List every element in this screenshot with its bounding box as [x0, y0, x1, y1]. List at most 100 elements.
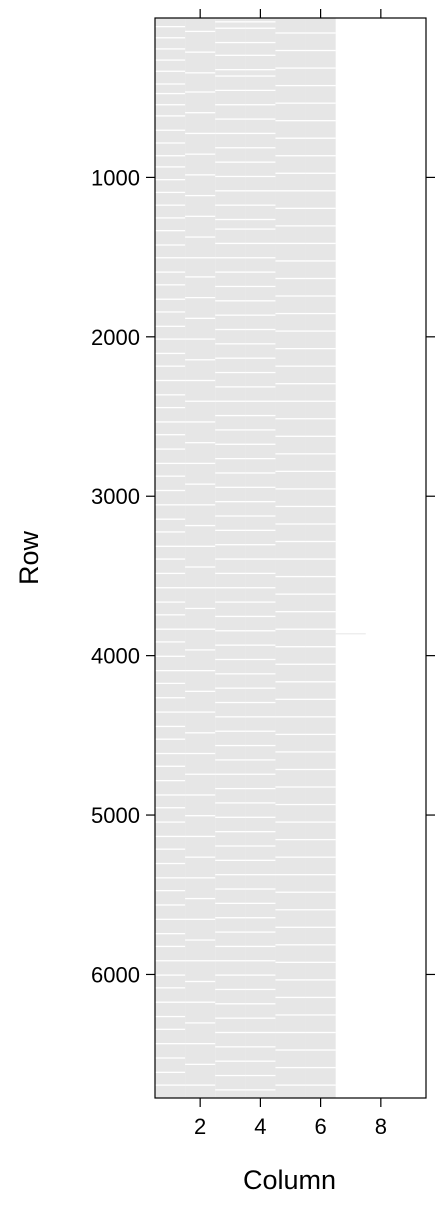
- missing-row-line: [245, 371, 276, 374]
- missing-row-line: [215, 644, 246, 646]
- missing-row-line: [245, 457, 276, 460]
- missing-row-line: [215, 859, 246, 861]
- missing-row-line: [155, 918, 186, 920]
- missing-row-line: [275, 207, 306, 209]
- missing-row-line: [275, 751, 306, 753]
- missing-row-line: [245, 75, 276, 77]
- missing-row-line: [305, 330, 336, 332]
- missing-row-line: [275, 1049, 306, 1051]
- missing-row-line: [305, 751, 336, 753]
- missing-row-line: [305, 49, 336, 52]
- y-tick-label: 2000: [91, 325, 140, 350]
- missing-row-line: [245, 601, 276, 603]
- missing-row-line: [215, 472, 246, 474]
- missing-row-line: [185, 1063, 216, 1066]
- missing-row-line: [275, 260, 306, 262]
- missing-row-line: [275, 996, 306, 999]
- missing-row-line: [155, 628, 186, 630]
- missing-row-line: [305, 172, 336, 174]
- missing-row-line: [155, 1028, 186, 1030]
- missing-row-line: [185, 794, 216, 796]
- missing-row-line: [245, 228, 276, 230]
- missing-row-line: [245, 1060, 276, 1062]
- missing-row-line: [275, 540, 306, 543]
- missing-row-line: [155, 475, 186, 477]
- missing-row-line: [275, 225, 306, 227]
- missing-row-line: [215, 730, 246, 732]
- missing-row-line: [275, 874, 306, 876]
- missing-row-line: [155, 230, 186, 232]
- missing-row-line: [155, 298, 186, 300]
- missing-row-line: [275, 1084, 306, 1086]
- missing-row-line: [215, 902, 246, 905]
- missing-row-line: [155, 641, 186, 643]
- missing-row-line: [215, 41, 246, 44]
- missing-row-line: [155, 587, 186, 589]
- missing-row-line: [215, 271, 246, 273]
- missing-row-line: [155, 1043, 186, 1045]
- missing-row-line: [245, 1074, 276, 1077]
- missing-row-line: [155, 1057, 186, 1059]
- missing-row-line: [155, 752, 186, 755]
- y-tick-label: 5000: [91, 803, 140, 828]
- missing-row-line: [185, 669, 216, 672]
- missing-row-line: [215, 75, 246, 77]
- missing-row-line: [185, 112, 216, 114]
- missing-row-line: [185, 835, 216, 838]
- missing-row-line: [245, 802, 276, 804]
- missing-row-line: [305, 1014, 336, 1016]
- missing-row-line: [155, 104, 186, 106]
- missing-row-line: [305, 786, 336, 788]
- missing-row-line: [245, 501, 276, 503]
- missing-row-line: [275, 786, 306, 788]
- missing-row-line: [155, 217, 186, 219]
- missing-row-line: [245, 716, 276, 718]
- missing-row-line: [185, 690, 216, 693]
- missing-row-line: [245, 300, 276, 302]
- missing-row-line: [245, 41, 276, 44]
- missing-row-line: [155, 379, 186, 382]
- missing-row-line: [155, 558, 186, 560]
- missing-row-line: [155, 572, 186, 575]
- missing-row-line: [245, 874, 276, 876]
- missing-row-line: [155, 545, 186, 547]
- missing-row-line: [275, 944, 306, 946]
- missing-row-line: [275, 347, 306, 350]
- missing-row-line: [185, 338, 216, 340]
- missing-row-line: [245, 673, 276, 675]
- missing-row-line: [155, 711, 186, 713]
- missing-row-line: [155, 48, 186, 50]
- x-axis-title: Column: [243, 1165, 336, 1195]
- missing-row-line: [245, 759, 276, 761]
- missing-row-line: [185, 400, 216, 402]
- missing-row-line: [305, 260, 336, 262]
- missing-row-line: [275, 488, 306, 490]
- missing-row-line: [245, 486, 276, 488]
- column-6-cells: [305, 18, 336, 1098]
- column-7-cells: [335, 633, 366, 635]
- missing-row-line: [275, 856, 306, 858]
- missing-row-line: [185, 257, 216, 259]
- column-4-cells: [245, 18, 276, 1098]
- missing-row-line: [155, 738, 186, 740]
- missing-row-line: [155, 37, 186, 39]
- missing-row-line: [155, 835, 186, 838]
- missing-row-line: [305, 593, 336, 595]
- missing-row-line: [185, 960, 216, 962]
- missing-row-line: [155, 614, 186, 616]
- x-tick-label: 8: [375, 1114, 387, 1139]
- missing-row-line: [155, 779, 186, 782]
- missing-row-line: [215, 587, 246, 589]
- missing-row-line: [155, 877, 186, 879]
- missing-row-line: [305, 523, 336, 525]
- missing-row-line: [245, 400, 276, 402]
- missing-row-line: [215, 386, 246, 388]
- missing-row-line: [305, 435, 336, 437]
- missing-row-line: [155, 601, 186, 603]
- missing-row-line: [245, 472, 276, 474]
- missing-row-line: [155, 1071, 186, 1073]
- missing-row-line: [305, 856, 336, 858]
- missing-row-line: [245, 687, 276, 689]
- missing-row-line: [305, 768, 336, 771]
- missing-row-line: [215, 974, 246, 976]
